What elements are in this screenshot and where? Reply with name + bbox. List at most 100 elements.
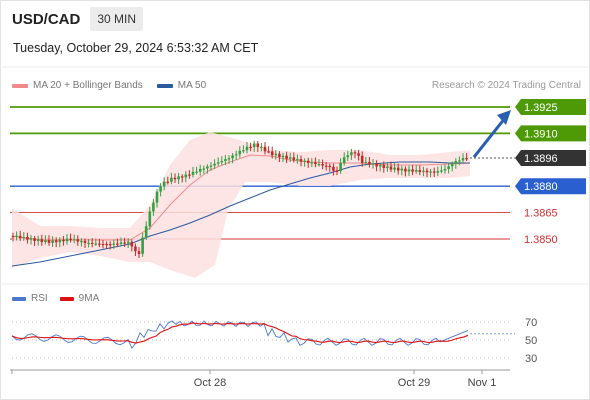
level-label-1.3925: 1.3925 (524, 102, 558, 114)
candle-body (314, 162, 317, 165)
candle-body (58, 239, 62, 243)
candle-body (15, 235, 18, 237)
candle-body (98, 243, 101, 245)
candle-body (440, 170, 443, 172)
candle-body (382, 164, 386, 169)
candle-body (353, 152, 357, 154)
candle-body (36, 239, 40, 241)
candle-body (393, 167, 396, 170)
candle-body (123, 242, 126, 244)
legend-ma50: MA 50 (156, 80, 206, 91)
candle-body (425, 170, 429, 173)
candle-body (252, 143, 256, 148)
candle-body (461, 158, 465, 161)
candle-body (231, 155, 234, 159)
timeframe-badge[interactable]: 30 MIN (90, 7, 144, 31)
candle-body (267, 151, 270, 153)
candle-body (270, 151, 274, 156)
candle-body (249, 146, 252, 148)
candle-body (256, 143, 260, 147)
candle-body (357, 153, 360, 156)
bollinger-band (12, 132, 470, 278)
candle-body (245, 146, 249, 151)
candle-body (378, 164, 382, 167)
candle-body (335, 170, 339, 172)
candle-body (184, 174, 188, 178)
candle-body (54, 240, 58, 243)
candle-body (94, 243, 98, 245)
candle-body (324, 165, 328, 167)
candle-body (458, 160, 461, 162)
candle-body (407, 169, 411, 172)
level-label-1.3910: 1.3910 (524, 128, 558, 140)
candle-body (159, 186, 162, 192)
candle-body (177, 176, 180, 180)
candle-body (76, 239, 80, 242)
candle-body (137, 251, 141, 254)
candle-body (188, 174, 191, 176)
candle-body (404, 168, 407, 172)
candle-body (220, 161, 224, 163)
legend-rsi: RSI (12, 293, 48, 304)
candle-body (234, 154, 238, 156)
pair-title: USD/CAD (12, 10, 81, 28)
legend-rsi-label: RSI (31, 293, 48, 304)
candle-body (292, 157, 296, 161)
candle-body (116, 243, 119, 245)
candle-body (213, 163, 216, 166)
x-tick-label-0: Oct 28 (194, 377, 226, 389)
candle-body (360, 155, 364, 163)
candle-body (317, 164, 321, 166)
candle-body (166, 181, 170, 183)
candle-body (144, 226, 148, 238)
candle-body (242, 150, 245, 152)
candle-body (375, 163, 378, 167)
timestamp: Tuesday, October 29, 2024 6:53:32 AM CET (13, 41, 259, 55)
candle-body (465, 158, 468, 160)
candle-body (447, 166, 450, 169)
price-legend: MA 20 + Bollinger Bands MA 50 (12, 80, 220, 91)
candle-body (101, 243, 105, 246)
ma20-line (11, 154, 471, 241)
rsi-9ma-line (11, 322, 469, 344)
candle-body (105, 244, 108, 246)
candle-body (281, 155, 285, 158)
candle-body (87, 242, 90, 245)
rsi-level-label-50: 50 (525, 335, 537, 347)
candle-body (310, 162, 314, 164)
candle-body (18, 235, 22, 239)
candle-body (148, 211, 152, 227)
level-label-1.3896: 1.3896 (524, 153, 558, 165)
candle-body (418, 169, 422, 172)
candle-body (191, 171, 195, 175)
candle-body (216, 162, 220, 164)
candle-body (83, 241, 87, 244)
candle-body (126, 241, 130, 244)
candle-body (69, 238, 72, 241)
rsi-legend: RSI 9MA (12, 293, 111, 304)
candle-body (411, 169, 414, 172)
candle-body (155, 191, 159, 203)
level-tag-1.3910 (515, 125, 586, 142)
projection-arrow-head (497, 110, 511, 125)
legend-9ma-label: 9MA (78, 293, 100, 304)
candle-body (80, 241, 83, 243)
candle-body (328, 165, 332, 168)
candle-body (227, 158, 231, 160)
candle-body (371, 163, 375, 165)
candle-body (274, 153, 278, 156)
candle-body (130, 241, 134, 247)
candle-body (33, 238, 36, 241)
candle-body (414, 169, 418, 172)
candle-body (152, 202, 155, 212)
candle-body (346, 155, 350, 158)
candle-body (65, 238, 69, 242)
level-label-1.3880: 1.3880 (524, 181, 558, 193)
candle-body (450, 163, 454, 167)
candle-body (389, 166, 393, 170)
ma50-swatch (156, 83, 173, 88)
candle-body (108, 244, 112, 246)
candle-body (51, 240, 54, 243)
candle-body (206, 166, 209, 169)
